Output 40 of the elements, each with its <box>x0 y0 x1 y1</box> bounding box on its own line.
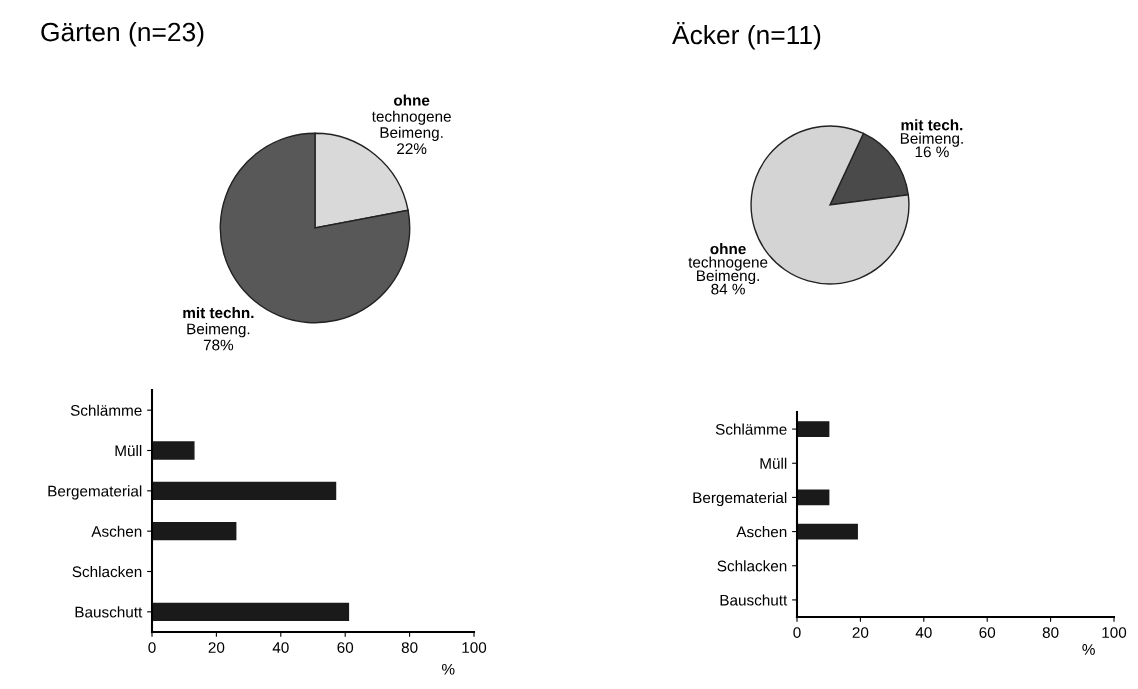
x-tick-label: 60 <box>979 627 996 638</box>
x-tick-label: 20 <box>852 627 869 638</box>
y-tick-label: Schlacken <box>72 565 142 578</box>
data-label: 78% <box>203 339 234 351</box>
chart-title: Gärten (n=23) <box>41 22 204 47</box>
y-tick-label: Aschen <box>736 526 787 538</box>
data-label: 22% <box>397 143 427 154</box>
bar <box>152 602 350 621</box>
y-tick-label: Aschen <box>91 525 142 537</box>
y-tick-label: Bauschutt <box>75 606 143 618</box>
y-tick-label: Schlämme <box>715 423 787 435</box>
x-tick-label: 0 <box>148 642 156 653</box>
x-tick-label: 60 <box>337 642 354 653</box>
bar <box>152 481 337 500</box>
x-tick-label: 20 <box>208 642 225 653</box>
slice-label: ohne technogene Beimeng. <box>688 243 768 285</box>
y-tick-label: Schlacken <box>717 560 787 572</box>
x-tick-label: 80 <box>1042 627 1059 638</box>
bar <box>152 441 195 460</box>
x-axis-title: % <box>1082 644 1095 655</box>
slice-label: ohne technogene Beimeng. <box>371 94 451 141</box>
chart-title: Äcker (n=11) <box>672 21 821 50</box>
data-label: 84 % <box>711 283 745 295</box>
x-tick-label: 40 <box>272 642 289 653</box>
y-tick-label: Schlämme <box>70 404 142 416</box>
bar <box>152 522 237 541</box>
y-tick-label: Bergematerial <box>693 491 787 507</box>
x-tick-label: 0 <box>793 627 801 638</box>
x-tick-label: 80 <box>401 642 418 653</box>
x-tick-label: 40 <box>915 627 932 638</box>
y-tick-label: Bergematerial <box>48 485 142 500</box>
slice-label: mit tech. Beimeng. <box>900 119 963 147</box>
x-tick-label: 100 <box>462 642 487 653</box>
data-label: 16 % <box>915 146 949 158</box>
y-tick-label: Müll <box>760 457 787 469</box>
x-tick-label: 100 <box>1102 627 1127 638</box>
slice-label: mit techn. Beimeng. <box>183 306 254 338</box>
y-tick-label: Bauschutt <box>720 594 788 606</box>
y-tick-label: Müll <box>115 444 142 457</box>
x-axis-title: % <box>441 663 455 675</box>
